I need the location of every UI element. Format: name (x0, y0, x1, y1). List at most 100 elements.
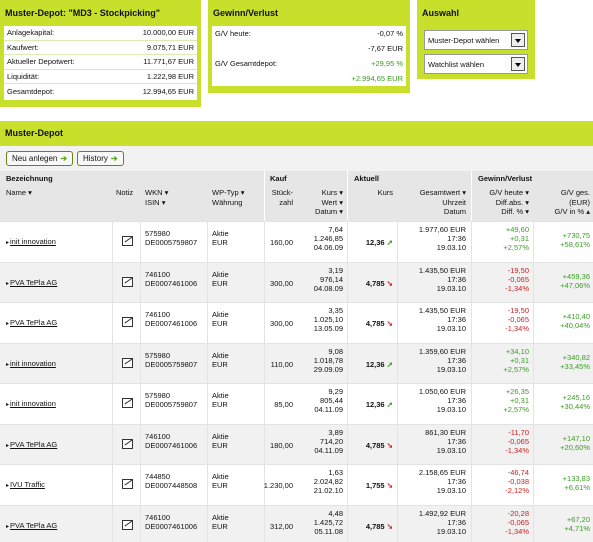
gv-heute-eur: -7,67 EUR (367, 44, 403, 53)
note-edit-icon[interactable] (122, 398, 133, 408)
kauf-wert: 714,20 (320, 436, 343, 446)
gv-ges-pct: +47,06% (560, 280, 590, 290)
isin: DE0005759807 (145, 359, 198, 369)
typ-cell: Aktie EUR (212, 432, 229, 450)
note-edit-icon[interactable] (122, 519, 133, 530)
stock-name[interactable]: PVA TePla AG (10, 318, 58, 327)
gv-heute-cell: +34,10 +0,31 +2,57% (503, 347, 529, 374)
waehrung: EUR (212, 238, 228, 247)
stock-name-link[interactable]: ▸init innovation (6, 237, 56, 248)
stock-name-link[interactable]: ▸PVA TePla AG (6, 521, 57, 532)
kauf-wert: 1.018,78 (313, 355, 343, 365)
summary-value: 12.994,65 EUR (142, 87, 194, 97)
stueckzahl: 160,00 (270, 238, 293, 247)
kauf-wert: 2.024,82 (313, 477, 343, 486)
wkn-isin-cell: 746100 DE0007461006 (145, 432, 197, 450)
stock-name-link[interactable]: ▸init innovation (6, 399, 56, 410)
header-gewinn-verlust: Gewinn/Verlust (478, 174, 533, 183)
kauf-datum: 29.09.09 (313, 364, 343, 374)
summary-row-anlagekapital: Anlagekapital: 10.000,00 EUR (4, 26, 197, 41)
diff-abs: -0,065 (507, 517, 529, 527)
kauf-wert: 1.425,72 (313, 517, 343, 527)
neu-anlegen-button[interactable]: Neu anlegen ➔ (6, 151, 74, 166)
note-edit-icon[interactable] (122, 357, 133, 368)
stock-name[interactable]: IVU Traffic (10, 480, 45, 489)
stueckzahl: 312,00 (270, 521, 293, 531)
kauf-kurs: 1,63 (328, 468, 343, 477)
isin: DE0007461006 (145, 319, 198, 328)
sort-up-icon: ▴ (586, 207, 590, 216)
stock-name[interactable]: init innovation (10, 358, 56, 368)
gv-gesamt-cell: +133,83 +6,61% (563, 474, 590, 492)
wkn-isin-cell: 746100 DE0007461006 (145, 270, 197, 288)
summary-label: Gesamtdepot: (7, 87, 55, 97)
header-uhrzeit-label: Uhrzeit (442, 197, 466, 207)
typ-cell: Aktie EUR (212, 310, 229, 328)
stock-name-link[interactable]: ▸PVA TePla AG (6, 318, 57, 329)
stueckzahl: 1.230,00 (263, 481, 293, 490)
trend-arrow-icon: ➘ (386, 319, 393, 328)
aktuell-kurs-cell: 4,785 ➘ (366, 279, 393, 288)
kauf-cell: 9,29 805,44 04.11.09 (314, 387, 343, 414)
stock-name[interactable]: PVA TePla AG (10, 277, 58, 287)
stock-name-link[interactable]: ▸init innovation (6, 359, 56, 370)
header-gesamtwert[interactable]: Gesamtwert ▾ Uhrzeit Datum (420, 188, 466, 217)
note-edit-icon[interactable] (122, 276, 133, 287)
gesamtwert: 1.492,92 EUR (418, 508, 466, 518)
history-button[interactable]: History ➔ (77, 151, 124, 166)
stock-name-link[interactable]: ▸PVA TePla AG (6, 440, 57, 451)
gesamtwert-cell: 1.492,92 EUR 17:36 19.03.10 (419, 509, 466, 536)
chevron-down-icon[interactable] (511, 57, 525, 71)
header-bezeichnung: Bezeichnung (6, 174, 53, 183)
note-edit-icon[interactable] (122, 438, 133, 449)
gesamtwert: 2.158,65 EUR (418, 468, 466, 477)
header-wkn-label: WKN (145, 188, 163, 197)
kauf-cell: 3,19 976,14 04.08.09 (314, 266, 343, 293)
gv-ges-pct: +58,61% (560, 240, 590, 249)
watchlist-select[interactable]: Watchlist wählen (424, 54, 528, 74)
header-eur-label: (EUR) (569, 197, 590, 207)
stock-name-link[interactable]: ▸IVU Traffic (6, 480, 45, 491)
gv-heute: -19,50 (507, 306, 529, 315)
neu-anlegen-label: Neu anlegen (12, 154, 58, 163)
stock-name-link[interactable]: ▸PVA TePla AG (6, 278, 57, 289)
sort-icon: ▾ (339, 188, 343, 197)
datum: 19.03.10 (436, 324, 466, 333)
note-edit-icon[interactable] (122, 479, 133, 489)
musterdepot-select[interactable]: Muster-Depot wählen (424, 30, 528, 50)
header-wkn-isin[interactable]: WKN ▾ ISIN ▾ (145, 188, 168, 207)
note-edit-icon[interactable] (122, 236, 133, 246)
kauf-datum: 04.11.09 (314, 405, 343, 414)
gesamtwert: 1.359,60 EUR (418, 346, 466, 356)
header-stueckzahl: Stück-zahl (272, 188, 293, 207)
stueckzahl: 180,00 (270, 440, 293, 450)
kauf-datum: 05.11.08 (314, 526, 343, 536)
history-label: History (83, 154, 108, 163)
trend-arrow-icon: ➘ (386, 278, 393, 288)
expand-icon: ▸ (6, 442, 10, 449)
gv-heute-label: G/V heute: (215, 29, 251, 38)
header-name[interactable]: Name ▾ (6, 188, 32, 198)
trend-arrow-icon: ➘ (386, 521, 393, 531)
header-wp-typ[interactable]: WP-Typ ▾ Währung (212, 188, 245, 207)
header-gv-ges[interactable]: G/V ges. (EUR) G/V in % ▴ (555, 188, 590, 217)
typ-cell: Aktie EUR (212, 513, 229, 531)
stock-name[interactable]: PVA TePla AG (10, 439, 58, 449)
header-kauf-kurs[interactable]: Kurs ▾ Wert ▾ Datum ▾ (315, 188, 343, 217)
gv-gesamt-cell: +730,75 +58,61% (560, 231, 590, 249)
header-gv-heute[interactable]: G/V heute ▾ Diff.abs. ▾ Diff. % ▾ (489, 188, 529, 217)
stock-name[interactable]: init innovation (10, 237, 56, 246)
kauf-kurs: 3,89 (328, 427, 343, 437)
stock-name[interactable]: init innovation (10, 399, 56, 408)
uhrzeit: 17:36 (447, 234, 466, 243)
gewinn-verlust-body: G/V heute: -0,07 % -7,67 EUR G/V Gesamtde… (212, 26, 406, 86)
kauf-wert: 1.246,85 (313, 234, 343, 243)
sort-icon: ▾ (28, 188, 32, 197)
note-edit-icon[interactable] (122, 317, 133, 327)
stock-name[interactable]: PVA TePla AG (10, 520, 58, 530)
chevron-down-icon[interactable] (511, 33, 525, 47)
summary-label: Liquidität: (7, 72, 40, 82)
gv-gesamt-row: G/V Gesamtdepot: +29,95 % (212, 56, 406, 71)
wp-typ: Aktie (212, 229, 229, 238)
aktuell-kurs-cell: 1,755 ➘ (366, 481, 393, 490)
